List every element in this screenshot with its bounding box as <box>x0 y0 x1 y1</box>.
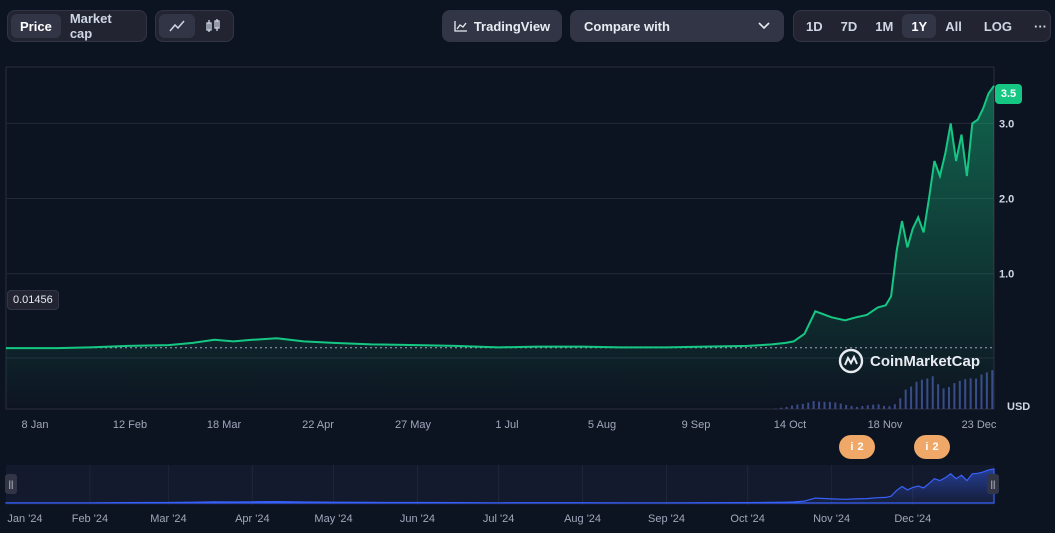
navigator-tick-label: May '24 <box>314 513 352 525</box>
tradingview-button[interactable]: TradingView <box>442 10 562 42</box>
info-icon: i <box>925 441 929 453</box>
watermark: CoinMarketCap <box>838 348 980 374</box>
y-tick-label: 3.0 <box>999 118 1014 130</box>
range-1y[interactable]: 1Y <box>902 14 937 38</box>
currency-label: USD <box>1007 401 1031 413</box>
x-tick-label: 23 Dec <box>962 419 997 431</box>
event-marker[interactable]: i 2 <box>839 435 875 459</box>
navigator-tick-label: Apr '24 <box>235 513 270 525</box>
compare-dropdown[interactable]: Compare with <box>570 10 784 42</box>
event-count: 2 <box>857 441 864 453</box>
navigator-tick-label: Feb '24 <box>72 513 108 525</box>
navigator-tick-label: Aug '24 <box>564 513 601 525</box>
info-icon: i <box>850 441 854 453</box>
range-selector: 1D 7D 1M 1Y All LOG ··· <box>793 10 1051 42</box>
navigator-tick-label: Oct '24 <box>730 513 765 525</box>
log-button[interactable]: LOG <box>983 18 1013 34</box>
last-price-badge: 3.5 <box>995 84 1022 104</box>
navigator-tick-label: Nov '24 <box>813 513 850 525</box>
x-tick-label: 27 May <box>395 419 432 431</box>
navigator-tick-label: Mar '24 <box>150 513 186 525</box>
x-tick-label: 8 Jan <box>22 419 49 431</box>
event-count: 2 <box>932 441 939 453</box>
chevron-down-icon <box>758 22 770 30</box>
reference-price-label: 0.01456 <box>7 290 59 310</box>
range-all[interactable]: All <box>945 18 962 34</box>
range-1m[interactable]: 1M <box>875 18 894 34</box>
x-tick-label: 14 Oct <box>774 419 806 431</box>
x-tick-label: 1 Jul <box>495 419 518 431</box>
navigator-handle-left[interactable]: || <box>5 474 17 494</box>
tradingview-label: TradingView <box>473 18 551 34</box>
range-7d[interactable]: 7D <box>840 18 858 34</box>
navigator-tick-label: Dec '24 <box>894 513 931 525</box>
watermark-text: CoinMarketCap <box>870 352 981 370</box>
candlestick-icon[interactable] <box>195 14 231 38</box>
line-chart-icon[interactable] <box>159 14 195 38</box>
chart-type-toggle <box>155 10 234 42</box>
x-tick-label: 5 Aug <box>588 419 616 431</box>
event-marker[interactable]: i 2 <box>914 435 950 459</box>
navigator-series <box>5 468 995 504</box>
y-tick-label: 2.0 <box>999 194 1014 206</box>
x-tick-label: 22 Apr <box>302 419 334 431</box>
more-button[interactable]: ··· <box>1034 18 1048 34</box>
coinmarketcap-logo-icon <box>838 348 864 374</box>
navigator-tick-label: Jun '24 <box>400 513 435 525</box>
range-1d[interactable]: 1D <box>806 18 823 34</box>
x-tick-label: 12 Feb <box>113 419 147 431</box>
x-tick-label: 18 Nov <box>868 419 903 431</box>
y-tick-label: 1.0 <box>999 269 1014 281</box>
view-toggle: Price Market cap <box>7 10 147 42</box>
tab-market-cap[interactable]: Market cap <box>69 11 112 41</box>
price-area <box>6 85 994 410</box>
chart-icon <box>454 21 467 32</box>
navigator-tick-label: Jul '24 <box>483 513 514 525</box>
compare-label: Compare with <box>584 18 670 34</box>
navigator-handle-right[interactable]: || <box>987 474 999 494</box>
price-line <box>6 85 995 350</box>
navigator-tick-label: Jan '24 <box>7 513 42 525</box>
x-tick-label: 9 Sep <box>682 419 711 431</box>
navigator-tick-label: Sep '24 <box>648 513 685 525</box>
x-tick-label: 18 Mar <box>207 419 242 431</box>
tab-price[interactable]: Price <box>11 14 61 38</box>
